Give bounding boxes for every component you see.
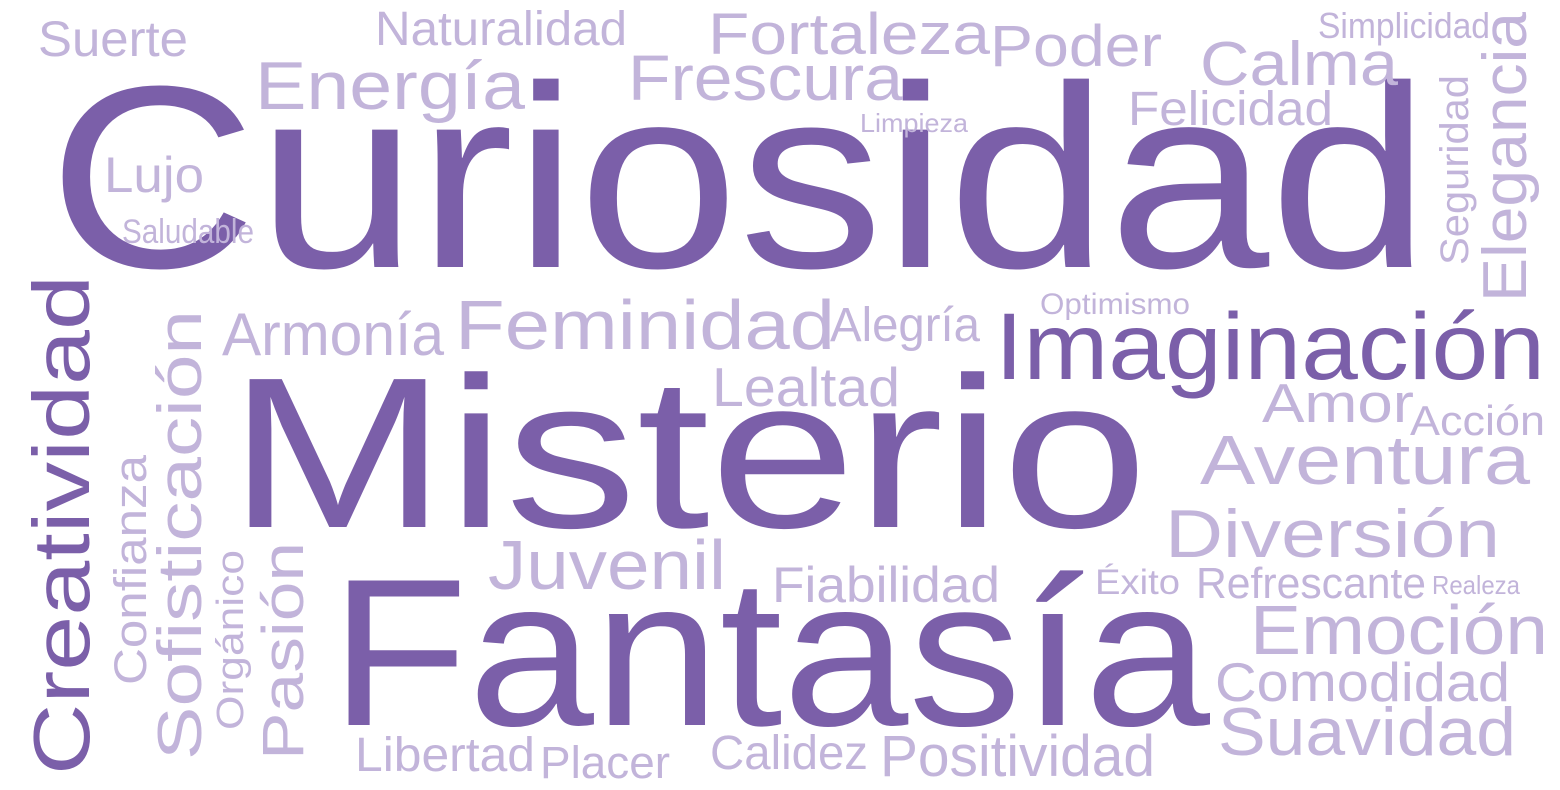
word-accion: Acción (1410, 397, 1545, 444)
word-energia: Energía (255, 48, 525, 124)
word-suavidad: Suavidad (1218, 694, 1516, 770)
word-imaginacion: Imaginación (995, 294, 1545, 400)
word-pasion: Pasión (251, 542, 316, 760)
word-amor: Amor (1262, 372, 1414, 434)
word-creatividad: Creatividad (17, 275, 106, 775)
word-seguridad: Seguridad (1433, 75, 1477, 265)
word-limpieza: Limpieza (860, 108, 968, 138)
word-diversion: Diversión (1165, 496, 1500, 572)
word-positividad: Positividad (880, 724, 1155, 789)
word-poder: Poder (990, 14, 1162, 79)
word-calma: Calma (1200, 30, 1398, 99)
word-placer: Placer (540, 737, 670, 788)
word-fiabilidad: Fiabilidad (772, 557, 1000, 613)
word-armonia: Armonía (222, 301, 444, 368)
word-lujo: Lujo (104, 147, 204, 203)
word-suerte: Suerte (38, 11, 188, 67)
word-saludable: Saludable (122, 213, 254, 251)
word-curiosidad: Curiosidad (48, 33, 1430, 323)
word-calidez: Calidez (710, 727, 868, 780)
word-simplicidad: Simplicidad (1318, 5, 1490, 46)
word-organico: Orgánico (210, 550, 252, 730)
word-felicidad: Felicidad (1128, 83, 1333, 136)
word-sofisticacion: Sofisticación (146, 310, 215, 760)
word-fantasia: Fantasía (330, 535, 1210, 770)
word-refrescante: Refrescante (1196, 559, 1426, 608)
word-optimismo: Optimismo (1040, 288, 1190, 321)
word-lealtad: Lealtad (712, 356, 900, 418)
word-juvenil: Juvenil (488, 526, 726, 604)
word-fortaleza: Fortaleza (708, 2, 990, 67)
word-feminidad: Feminidad (455, 286, 835, 364)
word-misterio: Misterio (228, 332, 1148, 573)
word-comodidad: Comodidad (1215, 651, 1510, 713)
word-elegancia: Elegancia (1471, 11, 1540, 302)
word-libertad: Libertad (355, 729, 535, 782)
word-alegria: Alegría (830, 299, 980, 352)
word-aventura: Aventura (1200, 421, 1530, 499)
word-exito: Éxito (1095, 563, 1180, 602)
word-frescura: Frescura (628, 42, 903, 114)
word-emocion: Emoción (1250, 591, 1548, 669)
word-realeza: Realeza (1432, 570, 1520, 600)
word-naturalidad: Naturalidad (375, 3, 627, 56)
word-confianza: Confianza (105, 455, 156, 685)
